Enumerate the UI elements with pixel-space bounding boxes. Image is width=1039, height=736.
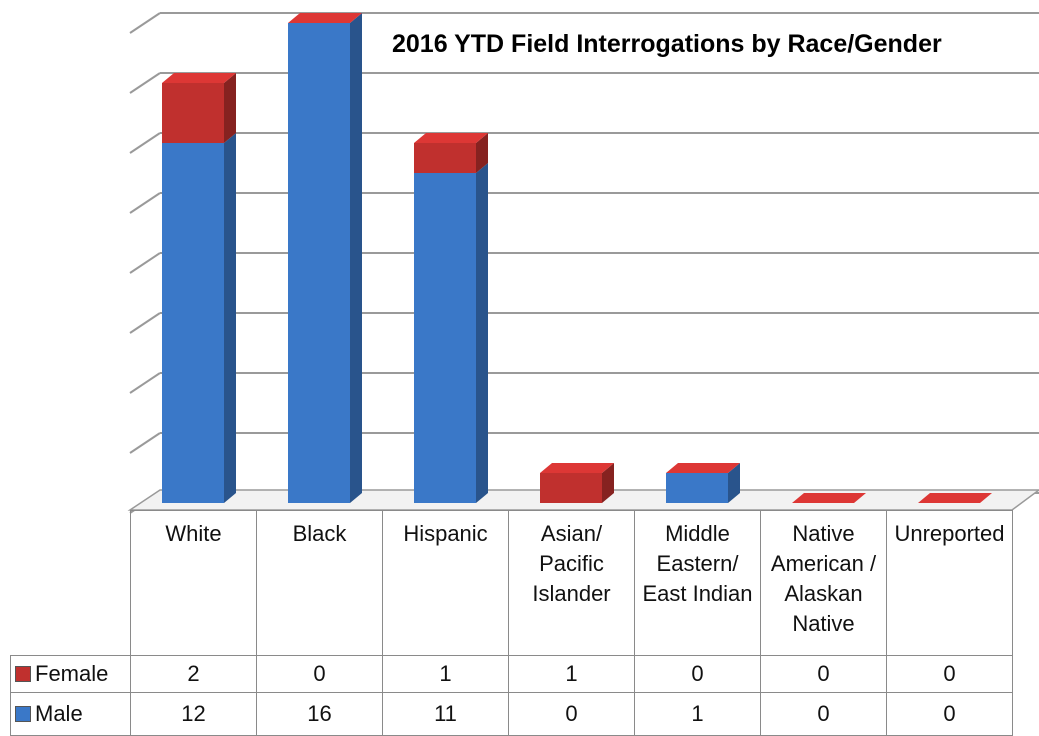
table-value: 0 [634,655,761,693]
grid-stub [129,132,161,154]
legend-entry: Female [10,655,131,693]
table-value: 0 [886,692,1013,736]
table-value: 0 [508,692,635,736]
category-label: Black [256,510,383,656]
grid-stub [129,432,161,454]
bar-top [414,133,488,143]
bar-top [792,493,866,503]
legend-entry: Male [10,692,131,736]
category-label: Native American / Alaskan Native [760,510,887,656]
bar-side [224,73,236,143]
bar-segment [414,143,476,173]
bar-side [602,463,614,503]
table-value: 0 [256,655,383,693]
bar-side [224,133,236,503]
bar-segment [414,173,476,503]
table-value: 1 [634,692,761,736]
legend-label: Female [35,661,109,686]
category-label: Unreported [886,510,1013,656]
bar-top [162,73,236,83]
grid-stub [129,252,161,274]
table-value: 0 [760,655,887,693]
table-value: 16 [256,692,383,736]
table-value: 11 [382,692,509,736]
category-label: Asian/ Pacific Islander [508,510,635,656]
table-value: 0 [886,655,1013,693]
bar-side [476,163,488,503]
bar-top [540,463,614,473]
grid-stub [129,72,161,94]
table-value: 1 [508,655,635,693]
bar-top [666,463,740,473]
bar-top [918,493,992,503]
bar-segment [540,473,602,503]
table-value: 2 [130,655,257,693]
chart-title: 2016 YTD Field Interrogations by Race/Ge… [388,28,946,61]
grid-stub [129,372,161,394]
category-label: Middle Eastern/ East Indian [634,510,761,656]
bar-side [476,133,488,173]
bar-segment [288,23,350,503]
legend-swatch [15,706,31,722]
table-value: 1 [382,655,509,693]
bar-segment [666,473,728,503]
bar-side [728,463,740,503]
bar-side [350,13,362,503]
table-value: 0 [760,692,887,736]
legend-swatch [15,666,31,682]
grid-stub [129,312,161,334]
category-label: Hispanic [382,510,509,656]
grid-stub [129,12,161,34]
bar-segment [162,143,224,503]
category-label: White [130,510,257,656]
bar-segment [162,83,224,143]
bar-top [288,13,362,23]
grid-stub [129,192,161,214]
table-value: 12 [130,692,257,736]
legend-label: Male [35,701,83,726]
